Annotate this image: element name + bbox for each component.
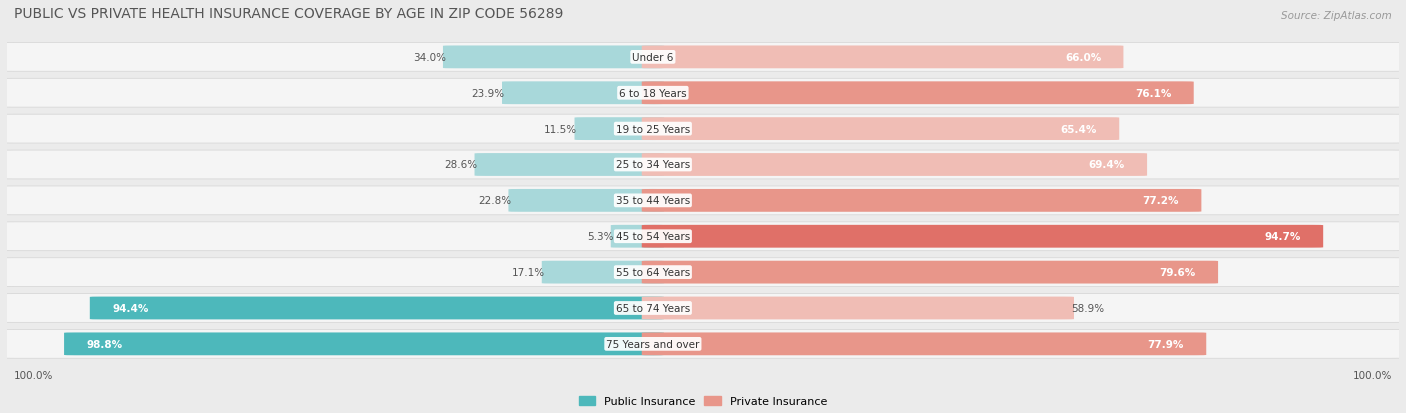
FancyBboxPatch shape bbox=[0, 43, 1406, 72]
FancyBboxPatch shape bbox=[641, 261, 1218, 284]
Legend: Public Insurance, Private Insurance: Public Insurance, Private Insurance bbox=[574, 391, 832, 411]
Text: 79.6%: 79.6% bbox=[1160, 268, 1197, 278]
Text: 28.6%: 28.6% bbox=[444, 160, 477, 170]
Text: 65 to 74 Years: 65 to 74 Years bbox=[616, 303, 690, 313]
Text: 58.9%: 58.9% bbox=[1071, 303, 1104, 313]
FancyBboxPatch shape bbox=[90, 297, 664, 320]
Text: 35 to 44 Years: 35 to 44 Years bbox=[616, 196, 690, 206]
Text: 76.1%: 76.1% bbox=[1135, 88, 1171, 99]
FancyBboxPatch shape bbox=[641, 332, 1206, 356]
FancyBboxPatch shape bbox=[0, 79, 1406, 108]
Text: 22.8%: 22.8% bbox=[478, 196, 512, 206]
Text: 5.3%: 5.3% bbox=[588, 232, 613, 242]
FancyBboxPatch shape bbox=[641, 190, 1201, 212]
Text: 100.0%: 100.0% bbox=[14, 370, 53, 380]
FancyBboxPatch shape bbox=[641, 154, 1147, 176]
Text: 94.4%: 94.4% bbox=[112, 303, 149, 313]
FancyBboxPatch shape bbox=[65, 332, 664, 356]
Text: 55 to 64 Years: 55 to 64 Years bbox=[616, 268, 690, 278]
FancyBboxPatch shape bbox=[641, 46, 1123, 69]
FancyBboxPatch shape bbox=[0, 222, 1406, 251]
Text: 23.9%: 23.9% bbox=[471, 88, 505, 99]
FancyBboxPatch shape bbox=[502, 82, 664, 105]
Text: 66.0%: 66.0% bbox=[1064, 53, 1101, 63]
Text: 69.4%: 69.4% bbox=[1088, 160, 1125, 170]
Text: 25 to 34 Years: 25 to 34 Years bbox=[616, 160, 690, 170]
Text: Under 6: Under 6 bbox=[633, 53, 673, 63]
FancyBboxPatch shape bbox=[641, 82, 1194, 105]
FancyBboxPatch shape bbox=[0, 258, 1406, 287]
FancyBboxPatch shape bbox=[0, 294, 1406, 323]
FancyBboxPatch shape bbox=[0, 151, 1406, 180]
Text: 65.4%: 65.4% bbox=[1060, 124, 1097, 134]
FancyBboxPatch shape bbox=[475, 154, 664, 176]
Text: 11.5%: 11.5% bbox=[544, 124, 578, 134]
FancyBboxPatch shape bbox=[0, 187, 1406, 215]
Text: 77.2%: 77.2% bbox=[1143, 196, 1180, 206]
Text: 94.7%: 94.7% bbox=[1264, 232, 1301, 242]
FancyBboxPatch shape bbox=[641, 225, 1323, 248]
Text: 17.1%: 17.1% bbox=[512, 268, 544, 278]
Text: Source: ZipAtlas.com: Source: ZipAtlas.com bbox=[1281, 11, 1392, 21]
FancyBboxPatch shape bbox=[610, 225, 664, 248]
FancyBboxPatch shape bbox=[541, 261, 664, 284]
FancyBboxPatch shape bbox=[575, 118, 664, 141]
FancyBboxPatch shape bbox=[0, 115, 1406, 144]
Text: 77.9%: 77.9% bbox=[1147, 339, 1184, 349]
Text: PUBLIC VS PRIVATE HEALTH INSURANCE COVERAGE BY AGE IN ZIP CODE 56289: PUBLIC VS PRIVATE HEALTH INSURANCE COVER… bbox=[14, 7, 564, 21]
Text: 34.0%: 34.0% bbox=[413, 53, 446, 63]
FancyBboxPatch shape bbox=[509, 190, 664, 212]
Text: 100.0%: 100.0% bbox=[1353, 370, 1392, 380]
FancyBboxPatch shape bbox=[443, 46, 664, 69]
Text: 45 to 54 Years: 45 to 54 Years bbox=[616, 232, 690, 242]
Text: 19 to 25 Years: 19 to 25 Years bbox=[616, 124, 690, 134]
FancyBboxPatch shape bbox=[641, 297, 1074, 320]
FancyBboxPatch shape bbox=[641, 118, 1119, 141]
FancyBboxPatch shape bbox=[0, 330, 1406, 358]
Text: 6 to 18 Years: 6 to 18 Years bbox=[619, 88, 686, 99]
Text: 98.8%: 98.8% bbox=[86, 339, 122, 349]
Text: 75 Years and over: 75 Years and over bbox=[606, 339, 700, 349]
